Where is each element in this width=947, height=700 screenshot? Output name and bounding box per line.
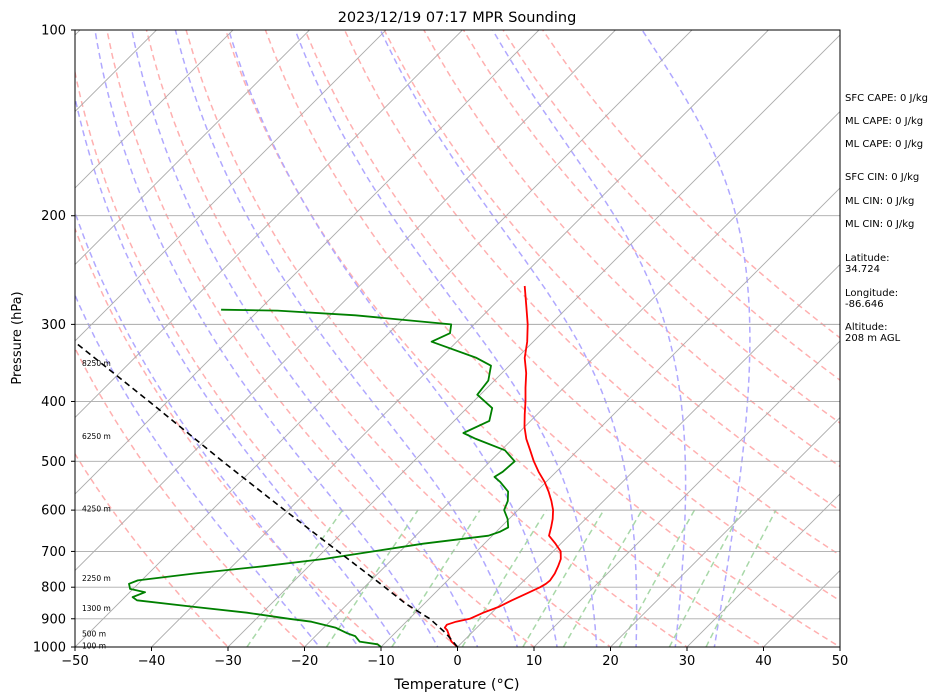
- x-tick-label: −50: [61, 654, 88, 669]
- sounding-series: [75, 285, 562, 647]
- isotherm: [75, 30, 540, 495]
- isotherm: [150, 30, 770, 647]
- isotherm: [686, 493, 840, 647]
- dry-adiabat: [75, 452, 230, 647]
- y-tick-label: 400: [41, 395, 66, 410]
- ml-cape-stat: ML CAPE: 0 J/kg: [845, 116, 924, 127]
- x-tick-label: 30: [679, 654, 696, 669]
- dry-adiabat: [383, 30, 840, 512]
- moist-adiabat: [491, 30, 687, 647]
- ml-cin-stat: ML CIN: 0 J/kg: [845, 196, 915, 207]
- x-tick-label: 10: [526, 654, 543, 669]
- ml-cin-stat-2: ML CIN: 0 J/kg: [845, 219, 915, 230]
- height-annotations: 100 m 500 m 1300 m 2250 m 4250 m 6250 m 8250 m: [82, 359, 111, 651]
- height-label: 100 m: [82, 642, 106, 651]
- ml-cape-stat-2: ML CAPE: 0 J/kg: [845, 139, 924, 150]
- moist-adiabat: [75, 210, 360, 647]
- dry-adiabat: [75, 226, 383, 647]
- isotherm: [303, 110, 840, 647]
- dry-adiabat: [304, 30, 840, 602]
- y-tick-label: 900: [41, 612, 66, 627]
- moist-adiabat: [75, 94, 399, 647]
- x-axis: −50 −40 −30 −20 −10 0 10 20 30 40 50: [61, 647, 848, 669]
- isotherm: [75, 30, 234, 189]
- moist-adiabat: [131, 30, 479, 647]
- dry-adiabat: [502, 30, 840, 382]
- dry-adiabat: [462, 30, 840, 424]
- height-label: 500 m: [82, 630, 106, 639]
- moist-adiabat: [94, 30, 439, 647]
- longitude-value: -86.646: [845, 299, 884, 310]
- longitude-stat: Longitude: -86.646: [845, 288, 898, 310]
- mixing-ratio-line: [562, 509, 643, 647]
- x-tick-label: 50: [832, 654, 849, 669]
- dry-adiabat: [145, 30, 612, 647]
- height-label: 6250 m: [82, 432, 111, 441]
- height-label: 8250 m: [82, 359, 111, 368]
- x-tick-label: −20: [291, 654, 318, 669]
- parcel-line: [75, 341, 459, 647]
- y-tick-label: 1000: [33, 641, 66, 656]
- y-tick-label: 600: [41, 504, 66, 519]
- mixing-ratio-line: [522, 509, 605, 647]
- moist-adiabat: [294, 30, 598, 647]
- height-label: 1300 m: [82, 604, 111, 613]
- moist-adiabat: [379, 30, 638, 647]
- chart-title: 2023/12/19 07:17 MPR Sounding: [338, 10, 577, 26]
- height-label: 4250 m: [82, 504, 111, 513]
- y-tick-label: 100: [41, 24, 66, 39]
- isotherm: [227, 34, 840, 647]
- moist-adiabat: [174, 30, 519, 647]
- x-tick-label: −30: [214, 654, 241, 669]
- dry-adiabat: [106, 30, 536, 647]
- dry-adiabat: [423, 30, 840, 468]
- dry-adiabat: [224, 30, 765, 647]
- dry-adiabat: [264, 30, 840, 647]
- mixing-ratio-line: [705, 509, 777, 647]
- isotherm: [75, 30, 387, 342]
- latitude-stat: Latitude: 34.724: [845, 253, 890, 275]
- sfc-cape-stat: SFC CAPE: 0 J/kg: [845, 93, 928, 104]
- plot-frame: [74, 29, 841, 648]
- x-tick-label: −40: [138, 654, 165, 669]
- y-tick-label: 300: [41, 318, 66, 333]
- temperature-line: [443, 285, 562, 647]
- isotherm: [533, 340, 840, 647]
- isotherm: [380, 187, 840, 647]
- altitude-stat: Altitude: 208 m AGL: [845, 322, 900, 344]
- isotherm: [456, 263, 840, 647]
- altitude-label: Altitude:: [845, 322, 888, 333]
- y-tick-label: 700: [41, 545, 66, 560]
- latitude-label: Latitude:: [845, 253, 890, 264]
- altitude-value: 208 m AGL: [845, 333, 901, 344]
- y-axis-label: Pressure (hPa): [10, 291, 25, 384]
- x-axis-label: Temperature (°C): [393, 677, 519, 693]
- height-label: 2250 m: [82, 574, 111, 583]
- isotherm: [75, 30, 464, 419]
- longitude-label: Longitude:: [845, 288, 899, 299]
- mixing-ratio-line: [668, 509, 743, 647]
- y-tick-label: 500: [41, 455, 66, 470]
- sfc-cin-stat: SFC CIN: 0 J/kg: [845, 172, 920, 183]
- background-lines: [75, 30, 840, 647]
- y-axis: 1000 900 800 700 600 500 400 300 200 100: [33, 24, 75, 656]
- isotherm: [75, 30, 693, 647]
- isotherm: [75, 30, 311, 266]
- moist-adiabat: [75, 293, 321, 647]
- y-tick-label: 200: [41, 209, 66, 224]
- dewpoint-line: [128, 308, 516, 647]
- y-tick-label: 800: [41, 581, 66, 596]
- isotherm: [75, 30, 617, 572]
- x-tick-label: −10: [367, 654, 394, 669]
- isotherm: [609, 416, 840, 647]
- dry-adiabat: [185, 30, 689, 647]
- x-tick-label: 40: [755, 654, 772, 669]
- latitude-value: 34.724: [845, 264, 880, 275]
- x-tick-label: 20: [602, 654, 619, 669]
- moist-adiabat: [641, 30, 751, 647]
- x-tick-label: 0: [453, 654, 461, 669]
